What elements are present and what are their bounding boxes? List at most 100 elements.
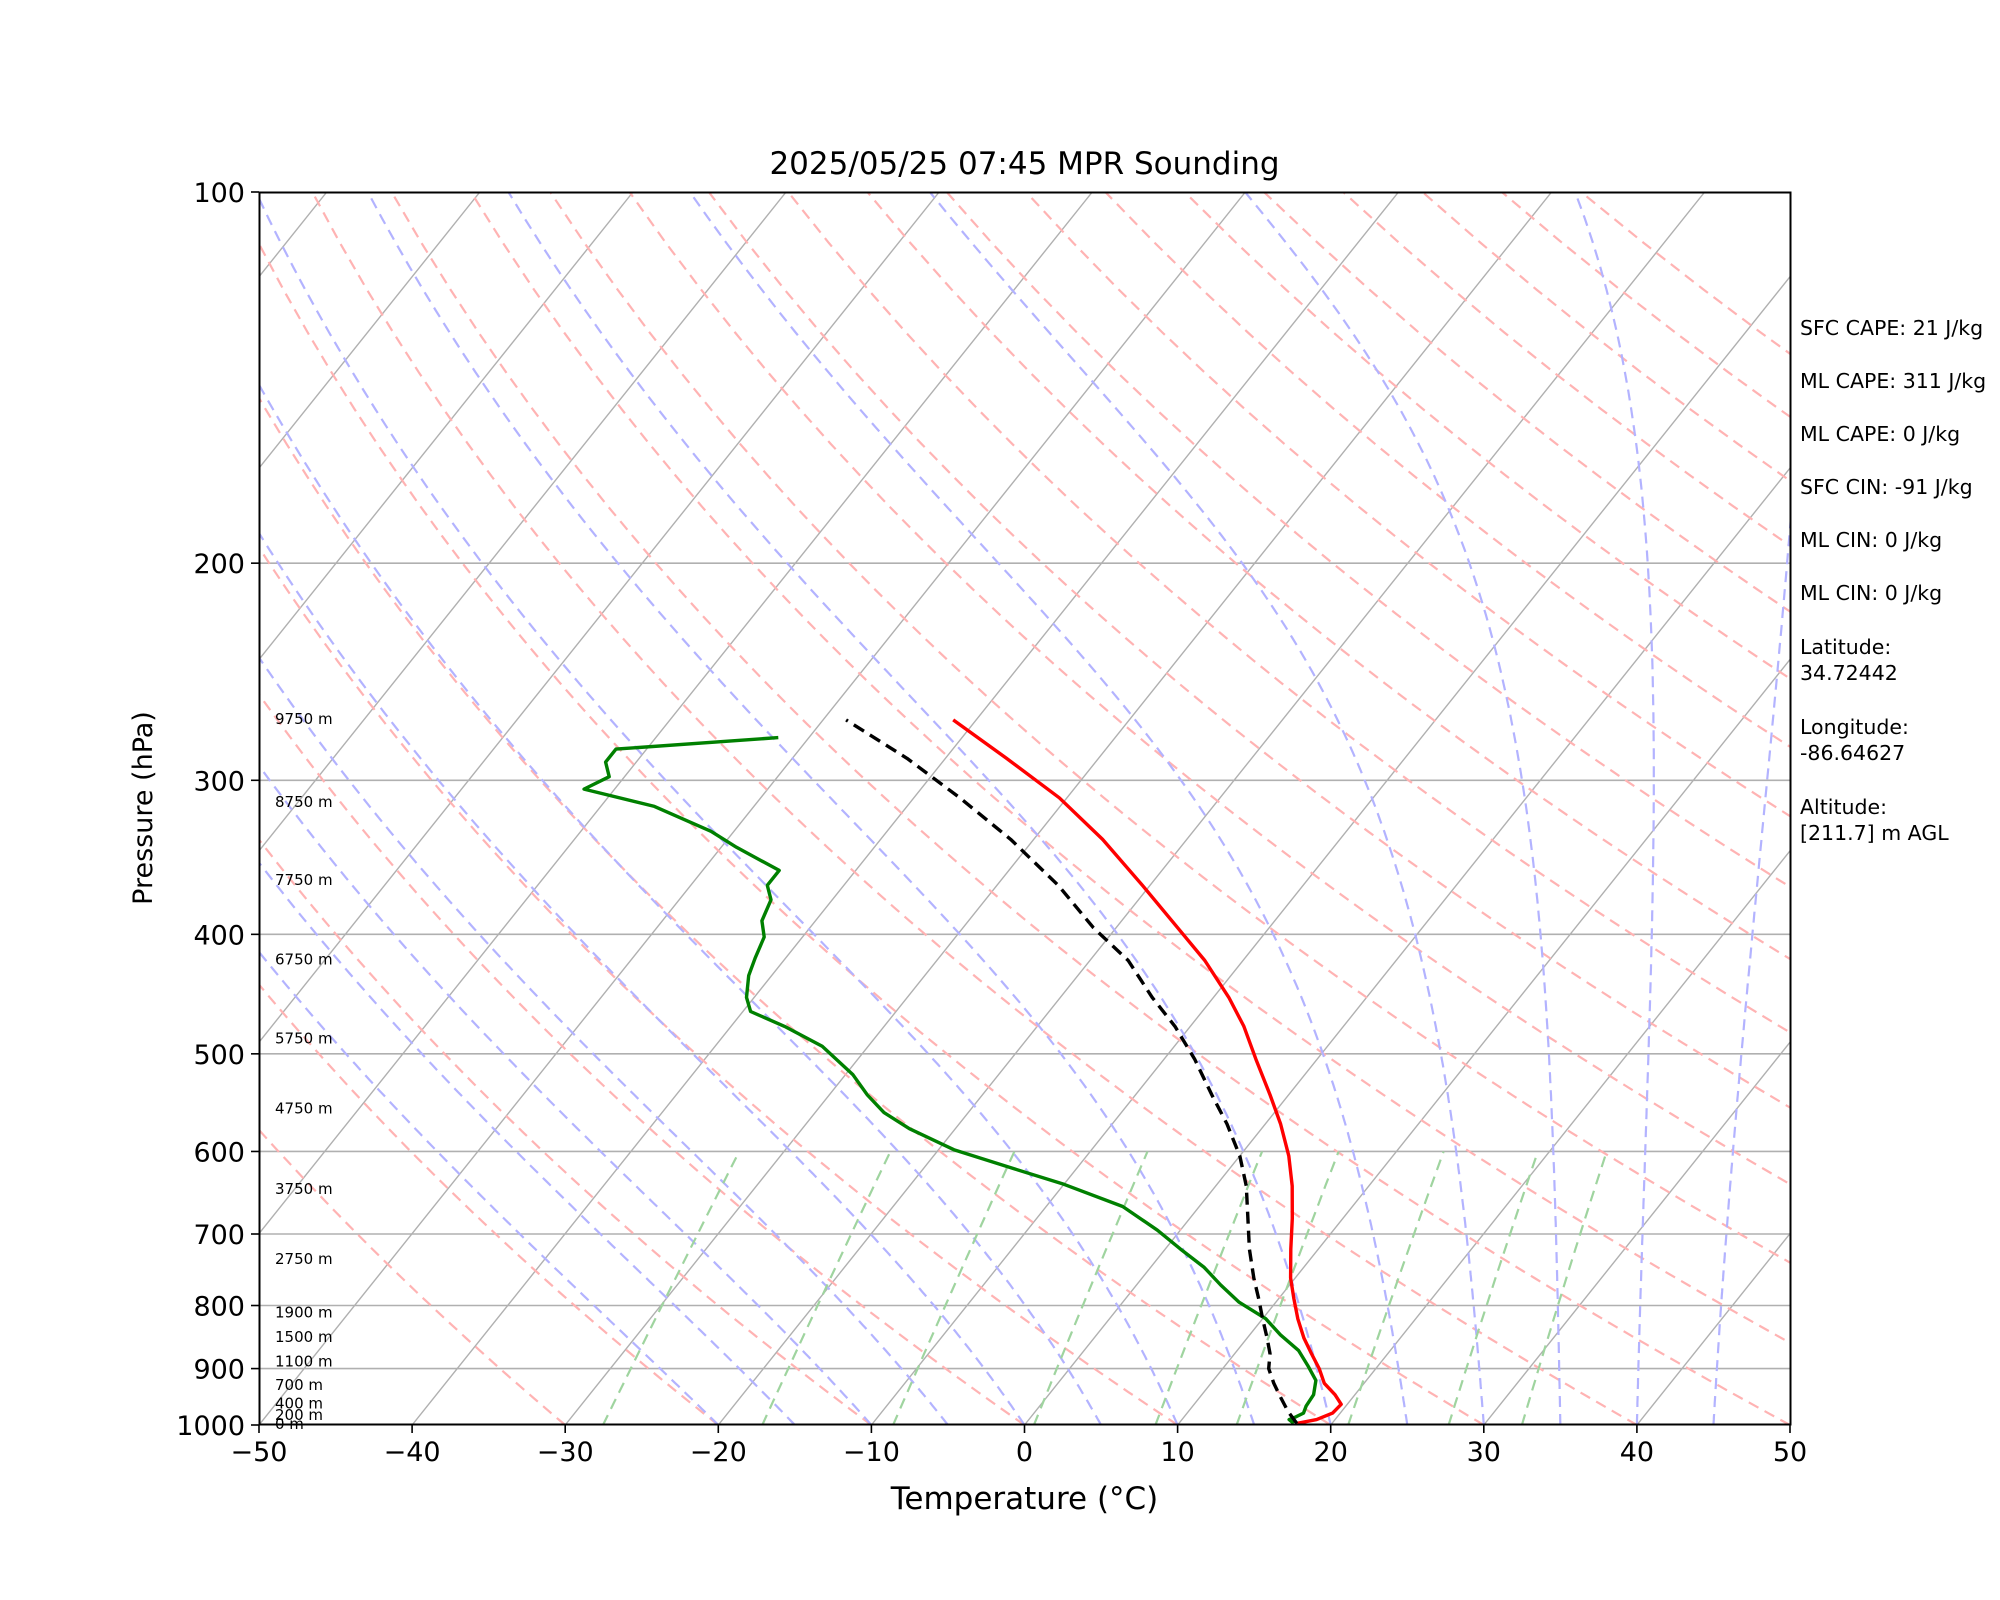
moist-adiabat — [688, 192, 1409, 1425]
isotherm-line — [717, 192, 1706, 1425]
isotherm-line — [1483, 1041, 1790, 1425]
x-tick-label: 50 — [1773, 1437, 1807, 1468]
moist-adiabat — [259, 531, 1026, 1425]
x-axis: −50 −40 −30 −20 −10 0 10 20 30 40 50 — [231, 1425, 1807, 1468]
dry-adiabat — [259, 1128, 566, 1425]
y-tick-label: 300 — [193, 766, 245, 797]
mixing-ratio-line — [1447, 1151, 1539, 1425]
mixing-ratio-line — [1235, 1151, 1340, 1425]
dry-adiabat — [259, 545, 1179, 1425]
stat-altitude: Altitude: [211.7] m AGL — [1800, 795, 1949, 845]
height-label: 7750 m — [275, 871, 333, 889]
y-tick-label: 200 — [193, 549, 245, 580]
isotherm-line — [259, 192, 481, 470]
height-label: 8750 m — [275, 793, 333, 811]
dry-adiabat — [259, 982, 719, 1425]
moist-adiabat — [259, 655, 949, 1425]
y-tick-label: 700 — [193, 1220, 245, 1251]
mixing-ratio-line — [761, 1151, 892, 1425]
moist-adiabat — [259, 950, 720, 1425]
height-label: 9750 m — [275, 710, 333, 728]
dry-adiabat — [628, 192, 1790, 1186]
x-tick-label: 20 — [1314, 1437, 1348, 1468]
dry-adiabat — [259, 837, 873, 1425]
stat-ml-cin-2: ML CIN: 0 J/kg — [1800, 581, 1943, 605]
stat-ml-cape-2: ML CAPE: 0 J/kg — [1800, 422, 1961, 446]
dry-adiabat — [549, 192, 1790, 1264]
moist-adiabat — [259, 860, 796, 1425]
temperature-line — [952, 718, 1343, 1425]
isotherm-line — [1023, 467, 1790, 1425]
isotherm-line — [259, 192, 634, 661]
isotherm-line — [1177, 658, 1790, 1425]
x-tick-label: −20 — [690, 1437, 747, 1468]
isotherm-line — [411, 192, 1400, 1425]
height-label: 2750 m — [275, 1250, 333, 1268]
stat-longitude: Longitude: -86.64627 — [1800, 715, 1909, 765]
stat-sfc-cape: SFC CAPE: 21 J/kg — [1800, 316, 1984, 340]
dry-adiabat — [259, 241, 1485, 1425]
mixing-ratio-line — [1154, 1151, 1264, 1425]
stat-ml-cape: ML CAPE: 311 J/kg — [1800, 369, 1987, 393]
y-tick-label: 400 — [193, 920, 245, 951]
isotherm-line — [259, 192, 1246, 1425]
x-tick-label: −10 — [843, 1437, 900, 1468]
sounding-stats-panel: SFC CAPE: 21 J/kg ML CAPE: 311 J/kg ML C… — [1800, 316, 1995, 874]
x-tick-label: 30 — [1467, 1437, 1501, 1468]
plot-frame — [258, 191, 1792, 1426]
moist-adiabat — [507, 192, 1332, 1425]
height-label: 4750 m — [275, 1100, 333, 1118]
isotherm-line — [870, 275, 1790, 1425]
x-tick-label: −40 — [384, 1437, 441, 1468]
isotherm-line — [259, 192, 1093, 1235]
x-tick-label: −30 — [537, 1437, 594, 1468]
mixing-ratio-line — [1032, 1151, 1149, 1425]
dry-adiabat — [1025, 192, 1790, 818]
y-tick-label: 500 — [193, 1040, 245, 1071]
dry-adiabat — [866, 192, 1790, 961]
x-axis-label: Temperature (°C) — [890, 1481, 1159, 1517]
y-tick-label: 100 — [193, 178, 245, 209]
y-axis-label: Pressure (hPa) — [128, 711, 159, 905]
isotherm-line — [564, 192, 1553, 1425]
x-tick-label: 40 — [1620, 1437, 1654, 1468]
stat-ml-cin: ML CIN: 0 J/kg — [1800, 528, 1943, 552]
sounding-profiles — [582, 718, 1343, 1425]
mixing-ratio-line — [892, 1151, 1016, 1425]
dry-adiabat — [390, 192, 1790, 1425]
y-axis: 100 200 300 400 500 600 700 800 900 1000 — [176, 178, 259, 1442]
dry-adiabat — [787, 192, 1790, 1034]
parcel-profile-line — [845, 718, 1299, 1425]
height-label: 1500 m — [275, 1328, 333, 1346]
dry-adiabat — [259, 692, 1026, 1425]
moist-adiabat — [366, 192, 1256, 1425]
reference-lines — [0, 192, 1790, 1425]
mixing-ratio-line — [602, 1151, 741, 1425]
dewpoint-line — [582, 735, 1318, 1425]
isotherm-line — [259, 192, 787, 852]
moist-adiabat — [259, 195, 1179, 1425]
x-tick-label: 10 — [1160, 1437, 1194, 1468]
height-label: 700 m — [275, 1376, 323, 1394]
height-label: 1100 m — [275, 1353, 333, 1371]
height-label: 3750 m — [275, 1180, 333, 1198]
x-tick-label: −50 — [231, 1437, 288, 1468]
isotherm-line — [1330, 849, 1790, 1425]
moist-adiabat — [928, 192, 1485, 1425]
isotherm-line — [259, 192, 940, 1044]
moist-adiabat — [1574, 192, 1655, 1425]
y-tick-label: 900 — [193, 1355, 245, 1386]
x-tick-label: 0 — [1016, 1437, 1033, 1468]
y-tick-label: 600 — [193, 1137, 245, 1168]
stat-latitude: Latitude: 34.72442 — [1800, 635, 1898, 685]
height-label: 1900 m — [275, 1303, 333, 1321]
y-tick-label: 1000 — [176, 1411, 245, 1442]
chart-title: 2025/05/25 07:45 MPR Sounding — [769, 146, 1279, 182]
height-label: 5750 m — [275, 1030, 333, 1048]
isotherm-line — [0, 192, 21, 1425]
dry-adiabat — [469, 192, 1790, 1345]
height-label: 200 m — [275, 1406, 323, 1424]
mixing-ratio-line — [1347, 1151, 1445, 1425]
